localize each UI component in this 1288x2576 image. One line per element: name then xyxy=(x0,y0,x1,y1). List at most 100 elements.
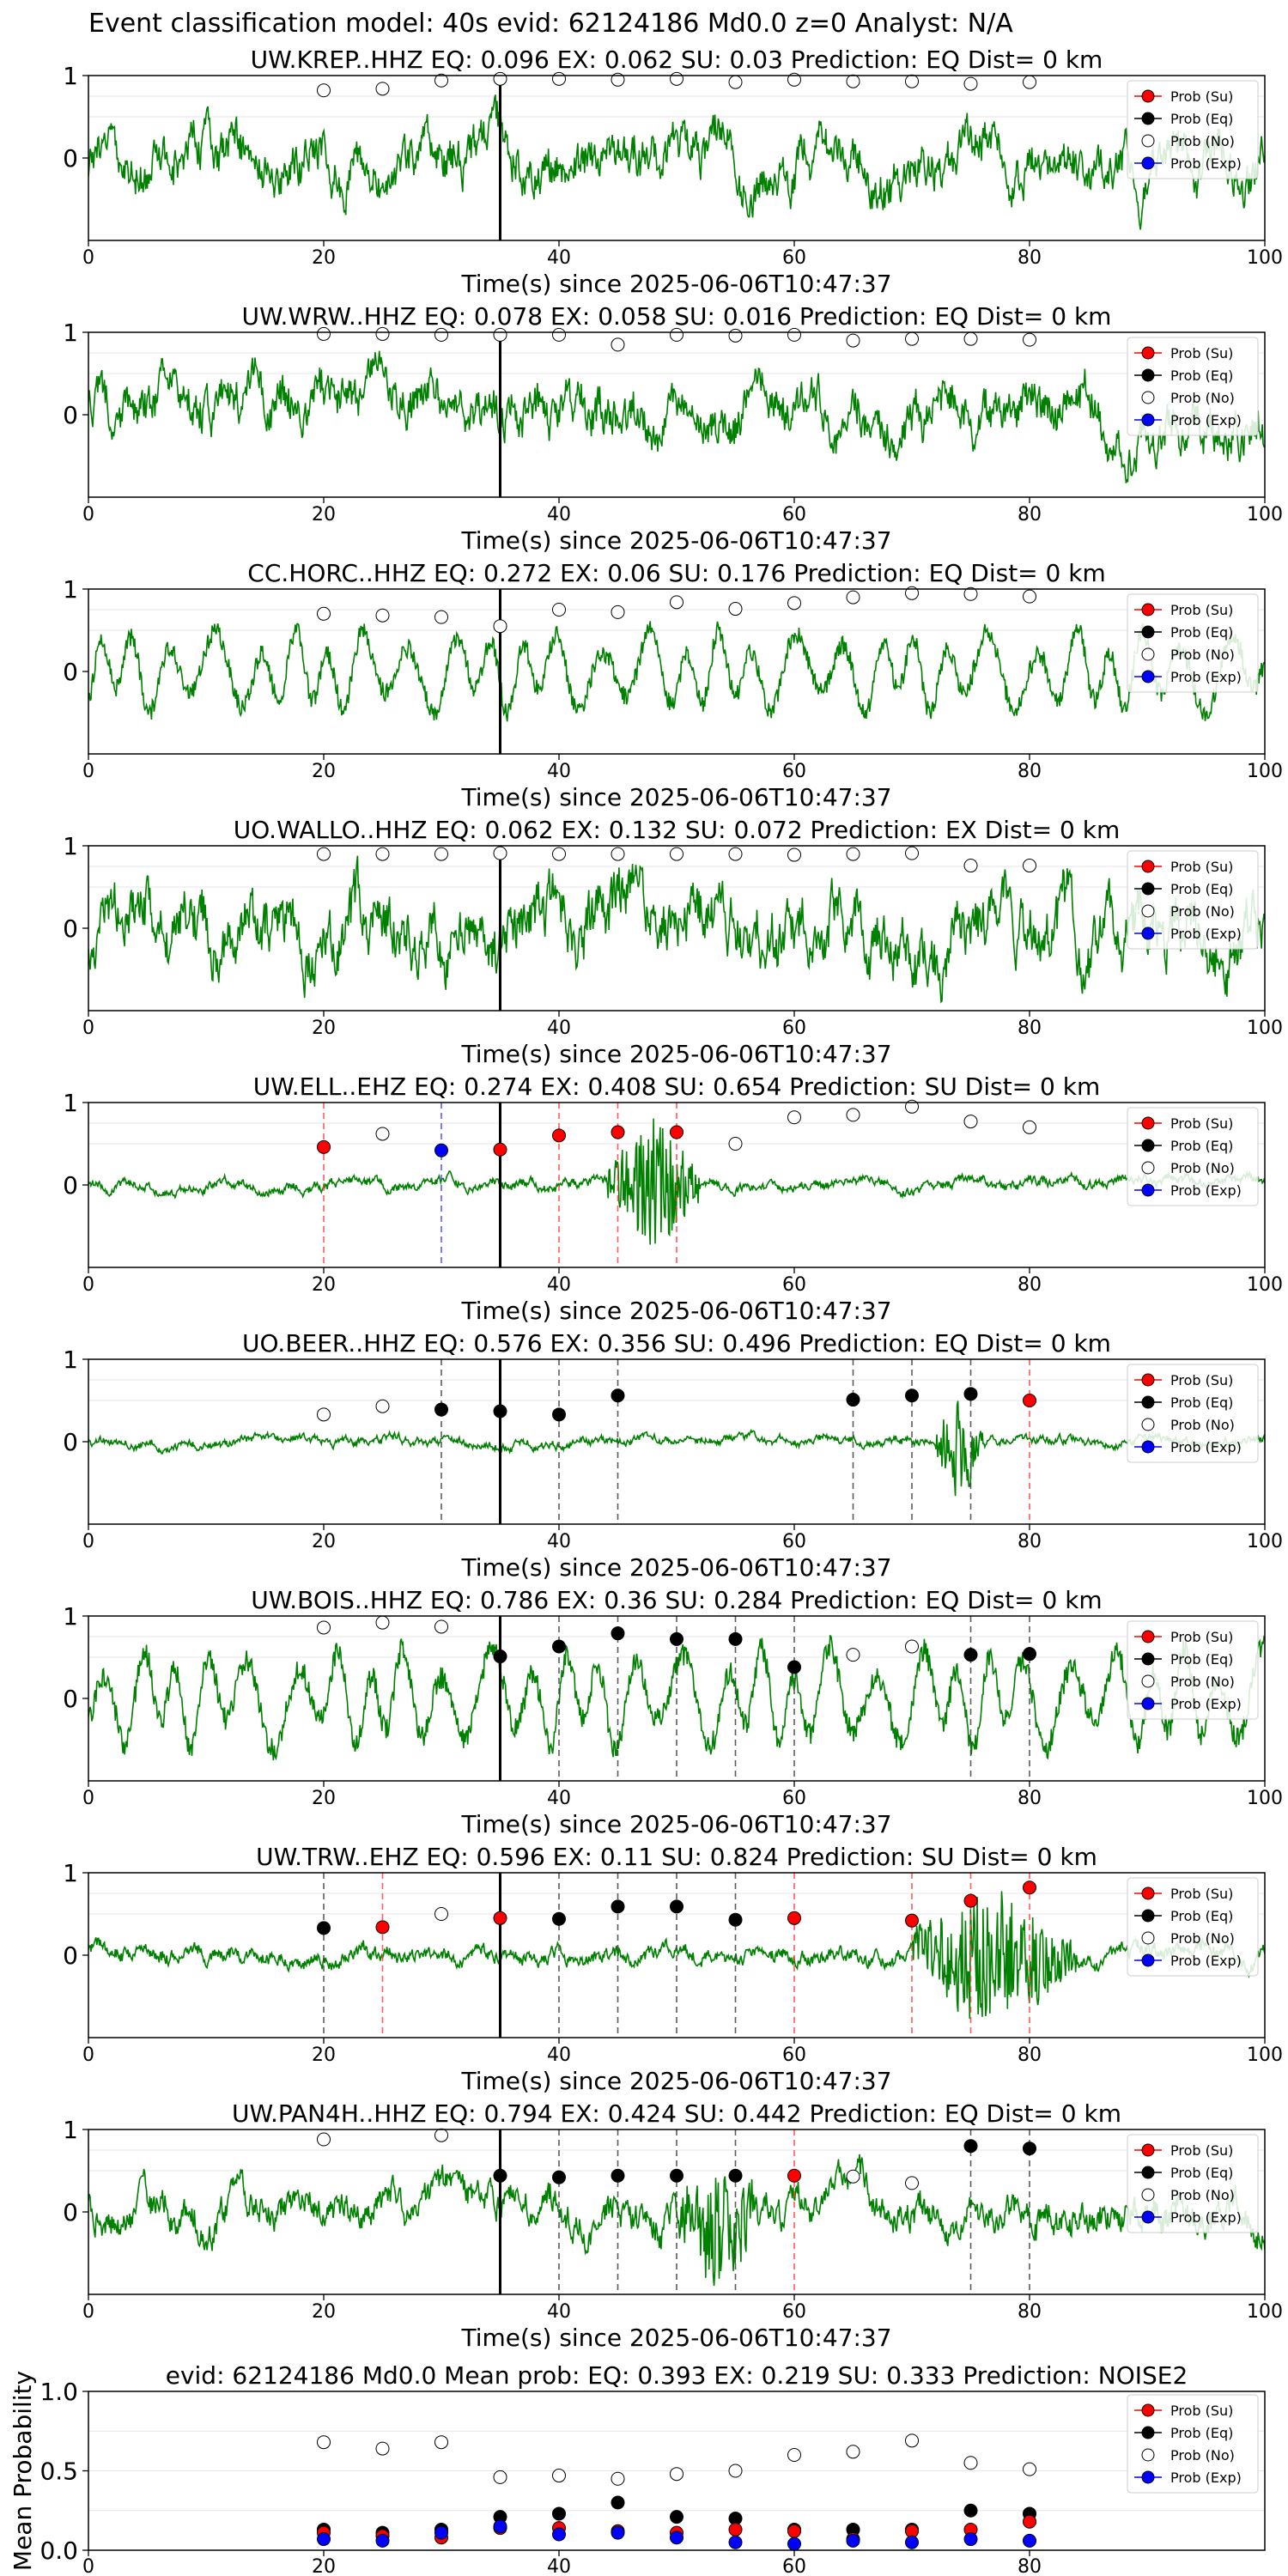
x-tick-label: 80 xyxy=(1018,247,1042,269)
waveform-trace xyxy=(88,350,1265,483)
y-axis-label: Mean Probability xyxy=(9,2371,37,2571)
mean-marker-exp xyxy=(963,2532,978,2547)
legend-marker-exp xyxy=(1141,1697,1155,1710)
panel-title: UW.WRW..HHZ EQ: 0.078 EX: 0.058 SU: 0.01… xyxy=(242,302,1112,331)
legend: Prob (Su) Prob (Eq) Prob (No) Prob (Exp) xyxy=(1127,1620,1259,1720)
legend-label: Prob (No) xyxy=(1170,133,1235,149)
prob-marker-eq xyxy=(552,1407,566,1422)
legend-label: Prob (Exp) xyxy=(1170,1953,1242,1969)
x-axis-label: Time(s) since 2025-06-06T10:47:37 xyxy=(460,2324,891,2352)
y-tick-label: 0 xyxy=(63,144,78,173)
mean-marker-exp xyxy=(493,2519,507,2534)
prob-marker-no xyxy=(905,846,919,860)
legend-marker-eq xyxy=(1141,1395,1155,1409)
legend-frame xyxy=(1127,593,1259,693)
legend-label: Prob (Su) xyxy=(1170,859,1233,875)
panel-title: UO.WALLO..HHZ EQ: 0.062 EX: 0.132 SU: 0.… xyxy=(234,816,1120,844)
prob-marker-no xyxy=(317,83,331,98)
waveform-trace xyxy=(88,1400,1265,1497)
panel-title: CC.HORC..HHZ EQ: 0.272 EX: 0.06 SU: 0.17… xyxy=(247,559,1105,587)
prob-marker-su xyxy=(317,1139,331,1154)
panel-title: UW.KREP..HHZ EQ: 0.096 EX: 0.062 SU: 0.0… xyxy=(251,46,1103,74)
mean-marker-exp xyxy=(317,2532,331,2547)
prob-marker-eq xyxy=(963,1648,978,1662)
prob-marker-no xyxy=(611,847,625,861)
x-tick-label: 80 xyxy=(1018,2301,1042,2323)
legend-marker-no xyxy=(1141,1931,1155,1945)
legend-frame xyxy=(1127,80,1259,179)
legend-frame xyxy=(1127,2394,1259,2494)
legend-marker-exp xyxy=(1141,2210,1155,2224)
x-axis-label: Time(s) since 2025-06-06T10:47:37 xyxy=(460,783,891,811)
x-tick-label: 60 xyxy=(782,1274,806,1296)
legend-marker-no xyxy=(1141,1161,1155,1175)
legend-frame xyxy=(1127,2134,1259,2233)
y-tick-label: 1 xyxy=(63,575,78,604)
x-tick-label: 100 xyxy=(1247,1274,1283,1296)
x-tick-label: 20 xyxy=(312,1788,336,1809)
prob-marker-eq xyxy=(611,1388,625,1403)
x-tick-label: 40 xyxy=(547,1531,571,1552)
legend: Prob (Su) Prob (Eq) Prob (No) Prob (Exp) xyxy=(1127,337,1259,436)
y-tick-label: 0 xyxy=(63,1941,78,1970)
y-tick-label: 0 xyxy=(63,2198,78,2227)
legend-marker-no xyxy=(1141,904,1155,918)
prob-marker-no xyxy=(963,859,978,873)
y-tick-label: 0 xyxy=(63,1428,78,1456)
prob-marker-no xyxy=(787,848,801,862)
prob-marker-no xyxy=(670,847,683,861)
prob-marker-no xyxy=(493,619,507,634)
legend-label: Prob (Exp) xyxy=(1170,2209,1242,2226)
legend-marker-exp xyxy=(1141,156,1155,170)
prob-marker-no xyxy=(493,327,507,342)
x-tick-label: 80 xyxy=(1018,1018,1042,1039)
prob-marker-eq xyxy=(963,2139,978,2154)
prob-marker-no xyxy=(317,2132,331,2147)
x-tick-label: 20 xyxy=(312,504,336,526)
legend-label: Prob (Su) xyxy=(1170,88,1233,105)
x-tick-label: 80 xyxy=(1018,1274,1042,1296)
legend-marker-exp xyxy=(1141,927,1155,940)
prob-marker-eq xyxy=(963,1387,978,1401)
legend-frame xyxy=(1127,1877,1259,1977)
legend: Prob (Su) Prob (Eq) Prob (No) Prob (Exp) xyxy=(1127,2134,1259,2233)
legend-label: Prob (No) xyxy=(1170,1930,1235,1947)
x-tick-label: 40 xyxy=(547,247,571,269)
x-axis-label: Time(s) since 2025-06-06T10:47:37 xyxy=(460,2067,891,2095)
prob-marker-eq xyxy=(670,1899,683,1914)
prob-marker-no xyxy=(375,326,390,341)
y-tick-label: 0 xyxy=(63,914,78,943)
y-tick-label: 1 xyxy=(63,1602,78,1631)
y-tick-label: 1 xyxy=(63,1346,78,1374)
prob-marker-su xyxy=(1023,1394,1036,1407)
x-tick-label: 0 xyxy=(82,2301,94,2323)
x-tick-label: 60 xyxy=(782,504,806,526)
legend: Prob (Su) Prob (Eq) Prob (No) Prob (Exp) xyxy=(1127,80,1259,179)
x-tick-label: 40 xyxy=(547,2301,571,2323)
prob-marker-no xyxy=(846,847,860,861)
station-panel: 0 20 40 60 80 100 0 1 UW.BOIS..HHZ EQ: 0.786 EX:… xyxy=(63,1586,1283,1838)
prob-marker-no xyxy=(375,1399,390,1413)
mean-marker-no xyxy=(552,2469,566,2483)
legend-marker-no xyxy=(1141,134,1155,148)
x-tick-label: 0 xyxy=(82,247,94,269)
x-tick-label: 60 xyxy=(782,2556,806,2576)
mean-marker-no xyxy=(787,2448,801,2462)
prob-marker-no xyxy=(846,74,860,88)
prob-marker-exp xyxy=(434,1143,448,1157)
prob-marker-eq xyxy=(846,1393,860,1407)
x-tick-label: 0 xyxy=(82,1531,94,1552)
legend-marker-eq xyxy=(1141,1139,1155,1152)
legend: Prob (Su) Prob (Eq) Prob (No) Prob (Exp) xyxy=(1127,1877,1259,1977)
prob-marker-no xyxy=(317,1620,331,1635)
x-tick-label: 0 xyxy=(82,761,94,782)
prob-marker-no xyxy=(728,1137,743,1151)
legend-marker-eq xyxy=(1141,2166,1155,2179)
x-tick-label: 40 xyxy=(547,1788,571,1809)
prob-marker-eq xyxy=(728,2168,743,2183)
legend-label: Prob (Exp) xyxy=(1170,926,1242,942)
prob-marker-eq xyxy=(317,1921,331,1935)
x-axis-label: Time(s) since 2025-06-06T10:47:37 xyxy=(460,1553,891,1582)
prob-marker-no xyxy=(552,327,566,342)
legend: Prob (Su) Prob (Eq) Prob (No) Prob (Exp) xyxy=(1127,1107,1259,1206)
